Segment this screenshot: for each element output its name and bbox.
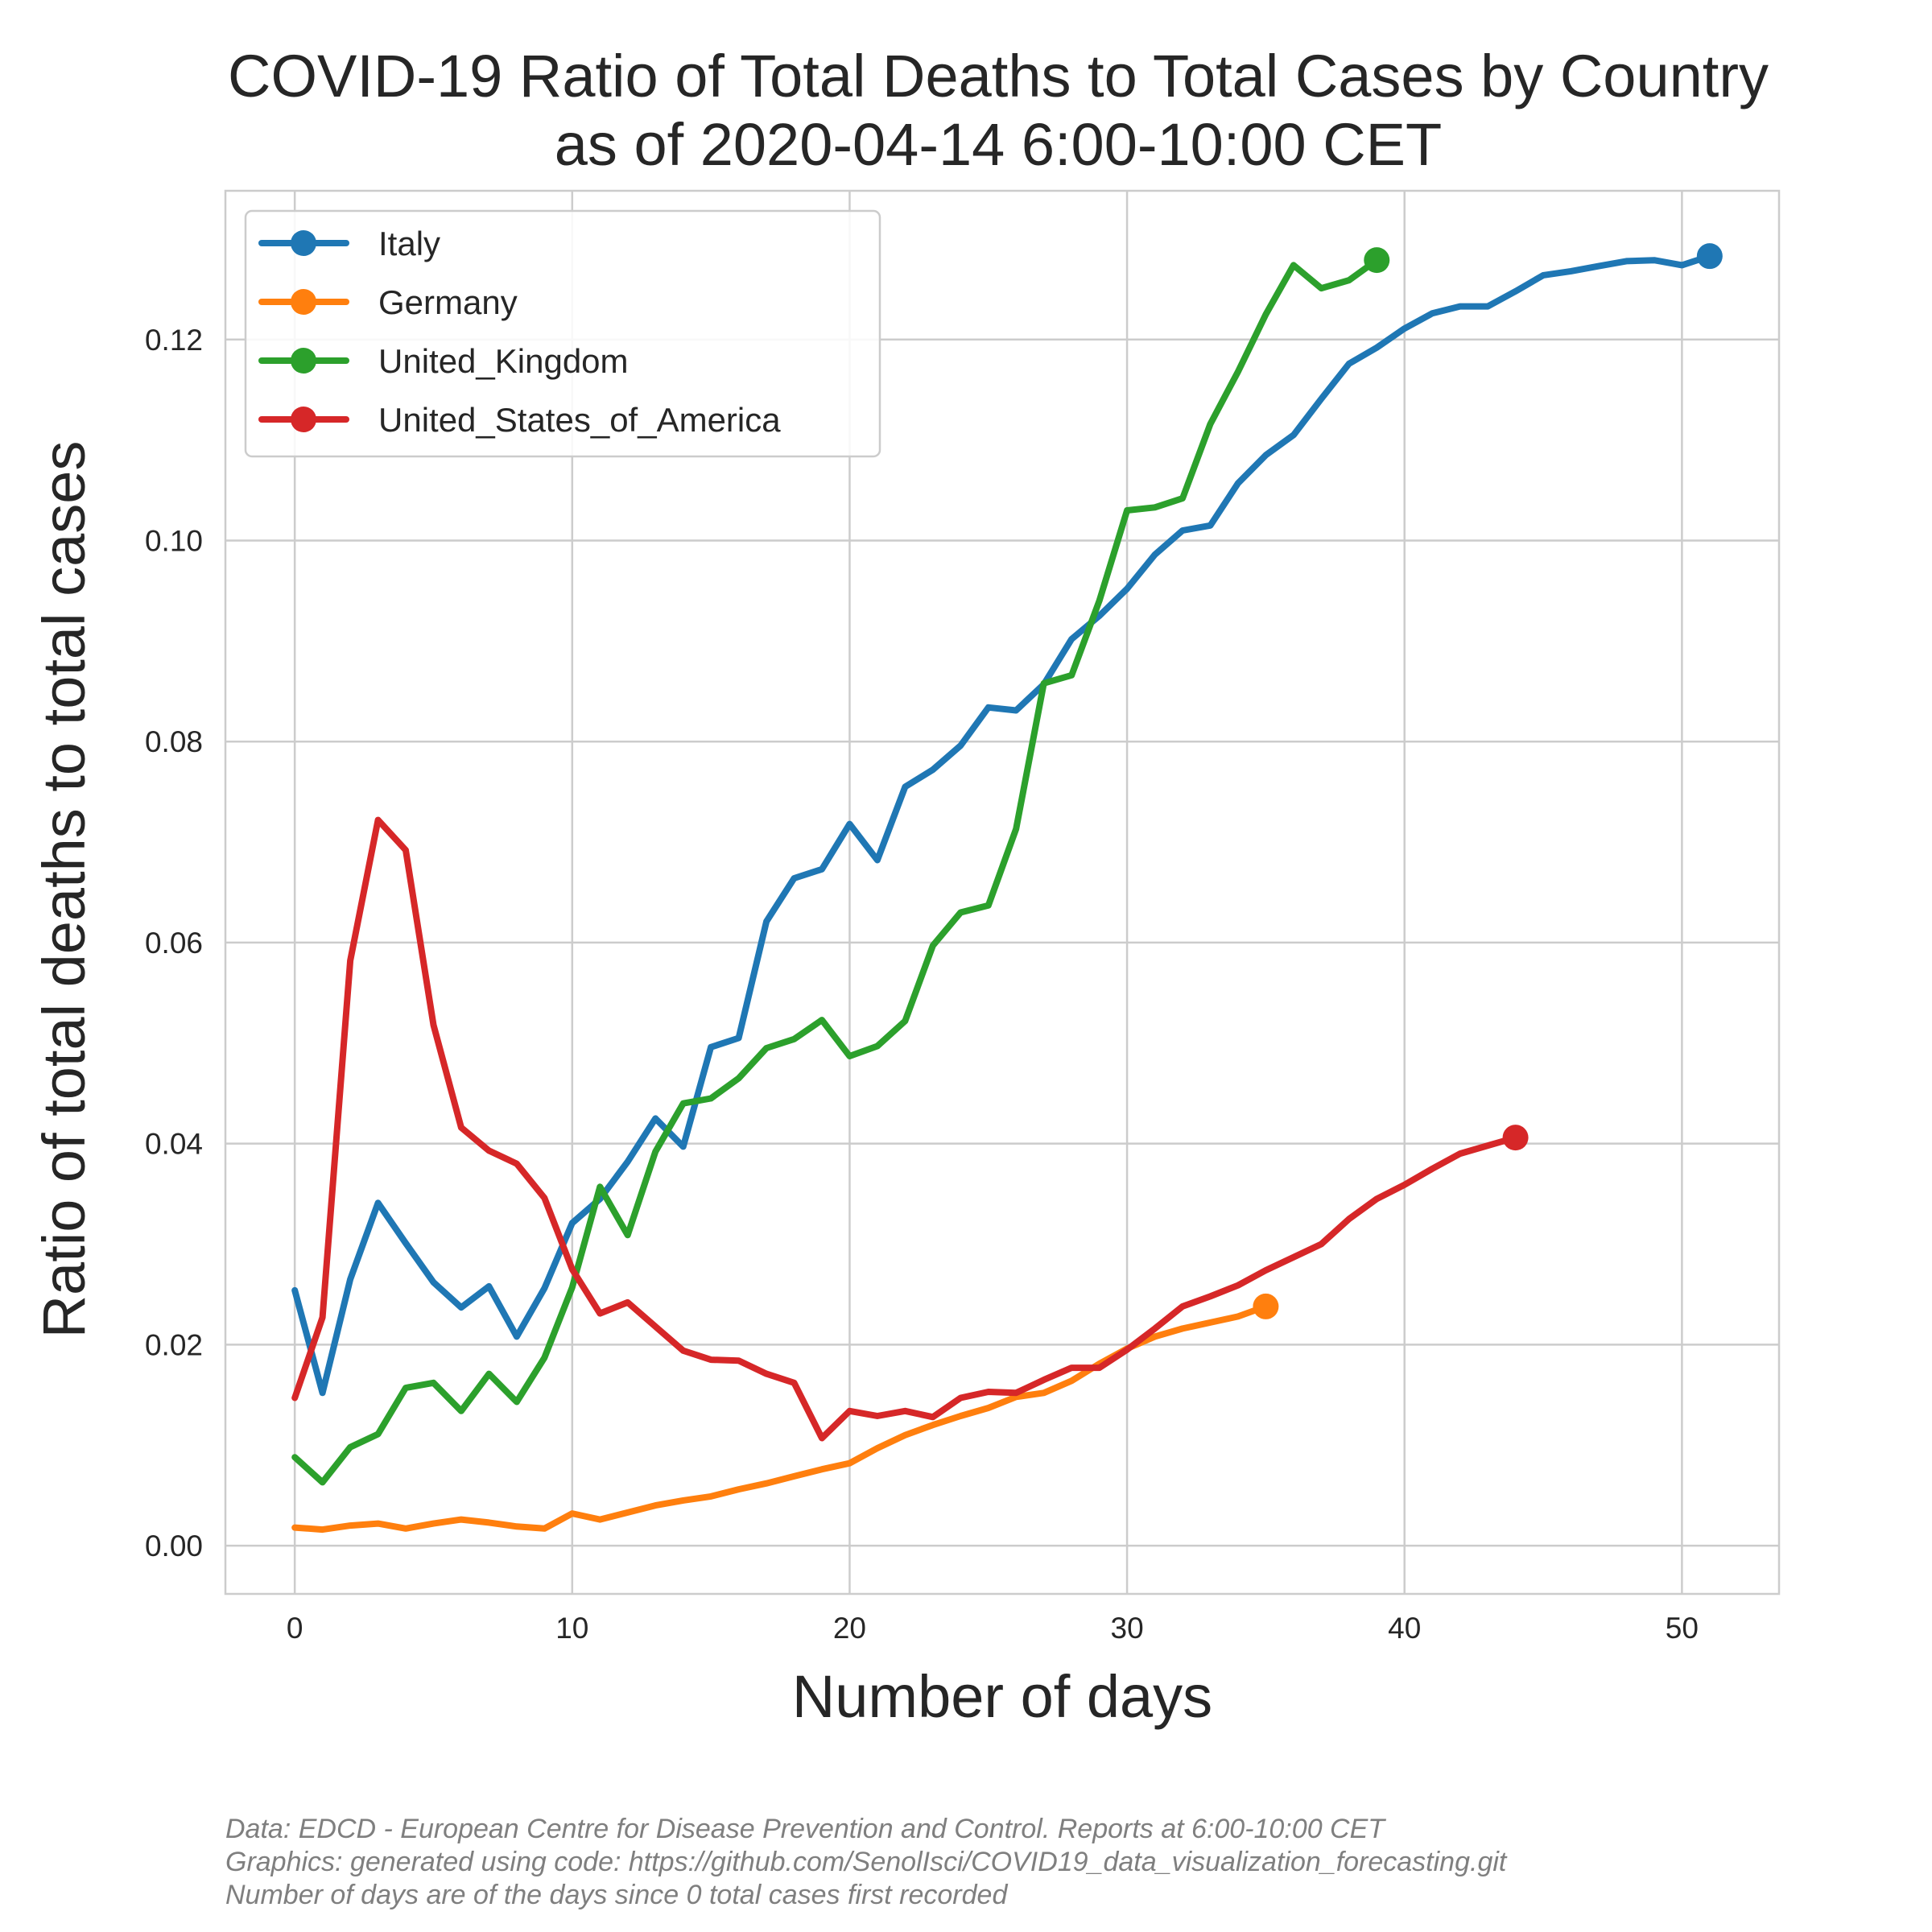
footnote-days-note: Number of days are of the days since 0 t…	[225, 1880, 1008, 1910]
y-axis-label: Ratio of total deaths to total cases	[31, 441, 97, 1339]
y-tick-label: 0.00	[145, 1530, 203, 1563]
legend-entries: Italy Germany United_Kingdom United_States_…	[258, 225, 781, 439]
y-axis-ticks: 0.00 0.02 0.04 0.06 0.08 0.10 0.12	[145, 324, 203, 1563]
legend-swatch-marker	[291, 230, 316, 256]
series-endpoint-united-kingdom	[1364, 247, 1390, 274]
footnotes: Data: EDCD - European Centre for Disease…	[225, 1814, 1508, 1910]
series-endpoint-united-states-of-america	[1502, 1125, 1529, 1151]
y-tick-label: 0.06	[145, 927, 203, 960]
footnote-data-source: Data: EDCD - European Centre for Disease…	[225, 1814, 1386, 1844]
plot-frame	[224, 189, 1781, 1596]
series-line-united-states-of-america	[291, 816, 1519, 1442]
x-tick-label: 30	[1111, 1612, 1144, 1645]
footnote-graphics: Graphics: generated using code: https://…	[225, 1847, 1508, 1877]
legend-item-italy: Italy	[258, 225, 440, 262]
legend-item-germany: Germany	[258, 283, 518, 321]
legend-label: United_States_of_America	[378, 401, 781, 439]
legend-label: Germany	[378, 283, 518, 321]
y-tick-label: 0.10	[145, 525, 203, 558]
series-endpoint-germany	[1253, 1293, 1279, 1319]
chart-title-line-2: as of 2020-04-14 6:00-10:00 CET	[555, 111, 1442, 178]
legend-box	[244, 209, 881, 458]
legend-swatch-marker	[291, 407, 316, 432]
series-line-italy	[291, 253, 1713, 1397]
chart-title: COVID-19 Ratio of Total Deaths to Total …	[228, 43, 1769, 178]
legend-item-united-kingdom: United_Kingdom	[258, 342, 629, 380]
x-axis-ticks: 0 10 20 30 40 50	[287, 1612, 1699, 1645]
y-tick-label: 0.12	[145, 324, 203, 357]
series-line-united-kingdom	[291, 257, 1381, 1486]
y-tick-label: 0.04	[145, 1128, 203, 1161]
x-tick-label: 10	[555, 1612, 588, 1645]
series-endpoint-italy	[1696, 243, 1723, 270]
chart-title-line-1: COVID-19 Ratio of Total Deaths to Total …	[228, 43, 1769, 109]
legend-swatch-marker	[291, 348, 316, 374]
legend-label: United_Kingdom	[378, 342, 629, 380]
y-tick-label: 0.02	[145, 1328, 203, 1361]
x-tick-label: 40	[1388, 1612, 1421, 1645]
legend-item-united-states-of-america: United_States_of_America	[258, 401, 781, 439]
x-tick-label: 20	[833, 1612, 866, 1645]
legend-swatch-marker	[291, 289, 316, 315]
legend-label: Italy	[378, 225, 440, 262]
x-tick-label: 50	[1666, 1612, 1699, 1645]
y-tick-label: 0.08	[145, 725, 203, 758]
series-lines	[291, 243, 1723, 1534]
x-tick-label: 0	[287, 1612, 303, 1645]
legend: Italy Germany United_Kingdom United_States_…	[244, 209, 881, 458]
x-axis-label: Number of days	[792, 1663, 1212, 1730]
